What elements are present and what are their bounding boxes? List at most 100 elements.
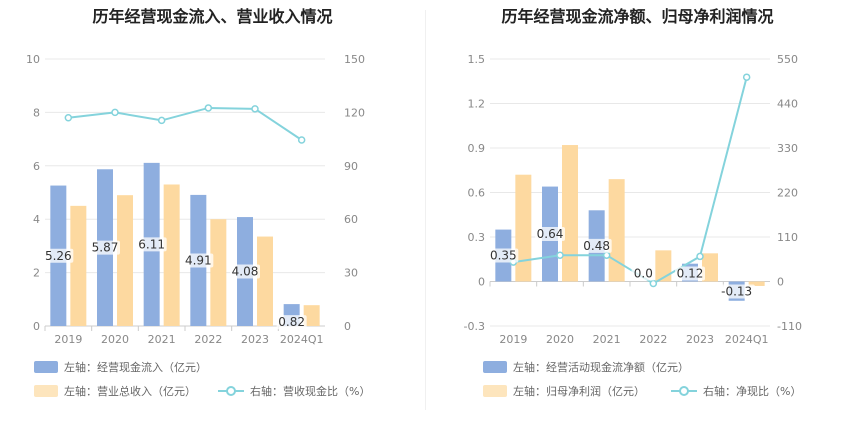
right-data-label: 0.0 [634, 267, 653, 281]
right-x-label: 2020 [546, 333, 574, 346]
left-bar-2 [163, 184, 180, 326]
right-data-label: -0.13 [721, 285, 752, 299]
left-bar-2 [210, 219, 227, 326]
right-yright-tick: 330 [777, 142, 798, 155]
left-yright-tick: 0 [344, 320, 351, 333]
right-data-label: 0.48 [583, 239, 610, 253]
right-legend-line[interactable]: 右轴：净现比（%） [671, 383, 801, 399]
left-yright-tick: 60 [344, 213, 358, 226]
right-line-point [696, 252, 704, 261]
left-line-point [251, 105, 259, 113]
left-x-label: 2020 [101, 333, 129, 346]
left-data-label-bg [90, 240, 120, 255]
left-line-point [111, 108, 119, 117]
right-line-point [649, 279, 658, 288]
panel-divider [425, 10, 426, 410]
right-bar-2 [702, 253, 718, 282]
right-legend-bar2[interactable]: 左轴：归母净利润（亿元） [483, 383, 645, 399]
right-legend-bar1-label: 左轴：经营活动现金流净额（亿元） [513, 361, 689, 374]
left-x-label: 2019 [54, 333, 82, 346]
right-yright-tick: 440 [777, 98, 798, 111]
left-data-label: 5.26 [45, 249, 72, 263]
right-yleft-tick: -0.3 [464, 320, 485, 333]
left-legend-line-label: 右轴：营收现金比（%） [250, 385, 371, 398]
right-chart-title: 历年经营现金流净额、归母净利润情况 [501, 7, 774, 26]
left-x-label: 2024Q1 [280, 333, 324, 346]
left-line-point [297, 136, 306, 144]
left-bar-2 [303, 305, 320, 326]
right-data-label: 0.64 [537, 227, 564, 241]
right-bar-2 [515, 174, 532, 282]
left-data-label: 4.08 [232, 265, 259, 279]
right-line-point [556, 251, 564, 259]
left-data-label-bg [43, 248, 74, 263]
right-line-point [602, 251, 611, 259]
left-line-point [204, 104, 213, 112]
left-chart-panel: 历年经营现金流入、营业收入情况 0 2 4 6 8 10 0 30 60 90 120 150 2019… [26, 7, 370, 399]
left-yleft-tick: 0 [33, 320, 40, 333]
right-legend-bar1[interactable]: 左轴：经营活动现金流净额（亿元） [483, 359, 689, 375]
right-yleft-tick: 0 [478, 276, 485, 289]
right-chart-panel: 历年经营现金流净额、归母净利润情况 -0.3 0 0.3 0.6 0.9 1.2 1.5 -1… [425, 0, 850, 437]
left-line-point [157, 116, 166, 125]
right-yright-tick: 0 [777, 276, 784, 289]
left-chart-svg: 0 2 4 6 8 10 0 30 60 90 120 150 2019 2020 2021 2022 2023… [26, 53, 365, 346]
right-x-label: 2023 [686, 333, 714, 346]
right-legend-line-icon [671, 386, 697, 396]
left-chart-title: 历年经营现金流入、营业收入情况 [92, 7, 333, 26]
right-data-label: 0.35 [490, 249, 517, 263]
left-yright-tick: 120 [344, 106, 365, 119]
right-data-label: 0.12 [677, 267, 704, 281]
left-yleft-tick: 4 [33, 213, 40, 226]
left-legend-line[interactable]: 右轴：营收现金比（%） [218, 383, 370, 399]
right-x-label: 2021 [593, 333, 621, 346]
right-x-label: 2024Q1 [725, 333, 769, 346]
right-data-label-bg [488, 248, 519, 263]
left-data-label: 0.82 [278, 315, 305, 329]
right-yright-tick: 110 [777, 231, 798, 244]
left-x-label: 2021 [148, 333, 176, 346]
right-x-label: 2019 [499, 333, 527, 346]
right-line-point [742, 73, 751, 81]
right-legend-line-label: 右轴：净现比（%） [703, 385, 802, 398]
right-bar-2 [748, 281, 765, 286]
right-yright-tick: -110 [777, 320, 802, 333]
left-yleft-tick: 10 [26, 53, 40, 66]
left-data-label-bg [276, 315, 307, 330]
left-yleft-tick: 2 [33, 267, 40, 280]
right-data-label-bg [581, 238, 612, 253]
right-legend-bar1-swatch [483, 361, 507, 373]
left-bar-2 [70, 205, 87, 326]
left-legend-bar2[interactable]: 左轴：营业总收入（亿元） [34, 383, 196, 399]
right-yleft-tick: 1.2 [468, 98, 486, 111]
left-x-label: 2023 [241, 333, 269, 346]
left-data-label: 6.11 [138, 237, 165, 251]
right-bar-2 [608, 179, 625, 282]
left-bar-2 [117, 195, 133, 326]
right-yleft-tick: 0.6 [468, 187, 486, 200]
left-yleft-tick: 8 [33, 106, 40, 119]
right-bar-2 [655, 250, 672, 282]
left-bar-2 [257, 236, 273, 326]
left-legend-bar2-swatch [34, 385, 58, 397]
left-line-series [68, 106, 303, 141]
left-data-label-bg [136, 237, 167, 252]
right-yleft-tick: 0.3 [468, 231, 486, 244]
right-yright-tick: 550 [777, 53, 798, 66]
right-yleft-tick: 1.5 [468, 53, 486, 66]
left-data-label-bg [183, 253, 214, 268]
right-line-series [513, 76, 748, 285]
right-data-label-bg [675, 266, 705, 281]
right-data-label-bg [535, 227, 565, 242]
left-legend-bar1[interactable]: 左轴：经营现金流入（亿元） [34, 359, 207, 375]
left-yright-tick: 30 [344, 267, 358, 280]
left-data-label: 4.91 [185, 253, 212, 267]
right-data-label-bg [718, 284, 755, 299]
right-data-label-bg [631, 266, 656, 281]
left-legend-line-icon [218, 386, 244, 396]
right-chart-svg: -0.3 0 0.3 0.6 0.9 1.2 1.5 -110 0 110 220 330 440 550… [464, 53, 802, 346]
left-yleft-tick: 6 [33, 160, 40, 173]
left-data-label-bg [230, 264, 260, 279]
left-legend-bar1-label: 左轴：经营现金流入（亿元） [64, 361, 207, 374]
right-bar-2 [562, 145, 578, 282]
